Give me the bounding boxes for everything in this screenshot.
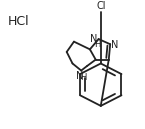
Text: N: N <box>76 71 83 81</box>
Text: N: N <box>111 40 118 50</box>
Text: H: H <box>81 74 87 83</box>
Text: H: H <box>94 40 100 49</box>
Text: HCl: HCl <box>8 15 30 28</box>
Text: Cl: Cl <box>96 1 106 11</box>
Text: N: N <box>90 34 98 44</box>
